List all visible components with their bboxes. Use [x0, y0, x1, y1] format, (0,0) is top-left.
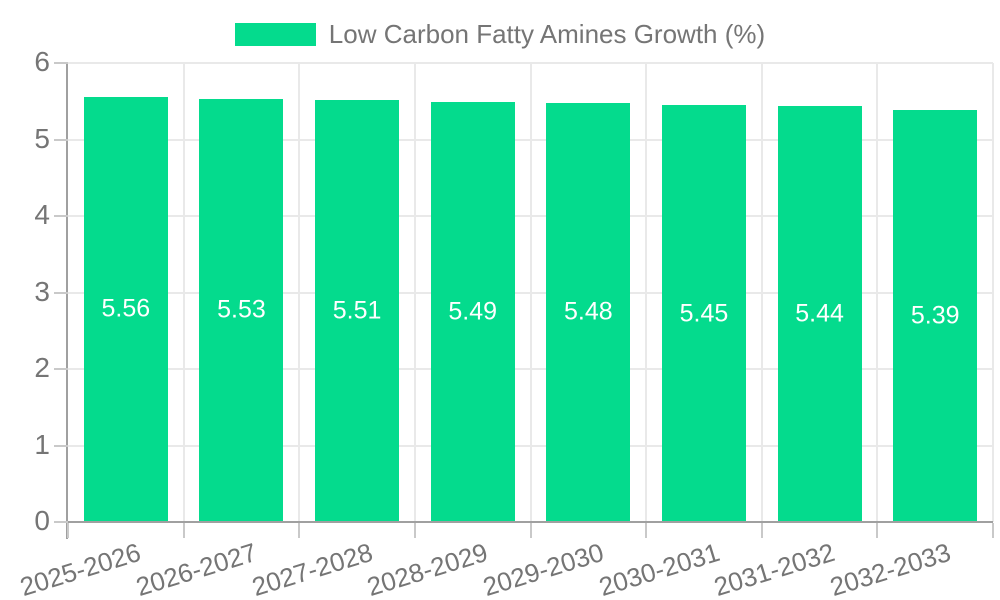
legend-label: Low Carbon Fatty Amines Growth (%) — [328, 19, 766, 49]
x-tick — [67, 523, 69, 538]
bar — [315, 100, 400, 522]
bar-value-label: 5.39 — [910, 301, 960, 330]
x-tick-label: 2026-2027 — [132, 537, 261, 600]
x-tick-label: 2027-2028 — [248, 537, 376, 600]
bar-value-label: 5.44 — [795, 299, 844, 328]
chart-legend: Low Carbon Fatty Amines Growth (%) — [0, 19, 1000, 50]
bar-value-label: 5.48 — [563, 297, 613, 326]
x-gridline — [182, 63, 185, 522]
y-tick-label: 0 — [34, 504, 50, 536]
bar — [893, 109, 978, 522]
x-tick-label: 2032-2033 — [826, 537, 954, 600]
x-tick — [413, 523, 416, 538]
y-tick — [54, 138, 68, 141]
x-tick — [645, 523, 648, 538]
x-tick-label: 2029-2030 — [479, 537, 608, 600]
bar — [199, 98, 284, 522]
plot-area: 5.56 5.53 5.51 5.49 5.48 5.45 5.44 5.39 — [68, 62, 994, 522]
legend-item[interactable]: Low Carbon Fatty Amines Growth (%) — [234, 19, 766, 50]
x-gridline — [298, 63, 301, 522]
x-gridline — [529, 63, 532, 522]
bar — [546, 102, 631, 522]
y-axis-line — [66, 63, 68, 539]
bar — [661, 105, 746, 522]
x-tick-label: 2028-2029 — [363, 537, 492, 600]
bar-value-label: 5.53 — [217, 295, 266, 324]
bar — [430, 102, 515, 522]
bar-value-label: 5.56 — [101, 294, 151, 323]
y-tick-label: 5 — [34, 122, 50, 154]
x-tick — [529, 523, 532, 538]
y-tick — [54, 291, 68, 294]
x-gridline — [876, 63, 879, 522]
y-tick — [54, 521, 68, 523]
x-tick-label: 2025-2026 — [16, 537, 145, 600]
y-tick — [54, 368, 68, 370]
bar-value-label: 5.51 — [332, 296, 382, 325]
y-tick-label: 4 — [34, 198, 50, 230]
y-tick-label: 6 — [34, 45, 50, 77]
bar — [777, 105, 862, 522]
x-gridline — [992, 63, 994, 522]
x-gridline — [645, 63, 648, 522]
y-tick-label: 2 — [34, 351, 50, 383]
x-tick-label: 2030-2031 — [595, 537, 723, 600]
x-tick — [876, 523, 879, 538]
legend-swatch — [234, 23, 316, 46]
x-gridline — [413, 63, 416, 522]
y-tick — [54, 215, 68, 217]
x-tick — [760, 523, 763, 538]
bar-value-label: 5.49 — [448, 297, 498, 326]
x-axis-line — [66, 521, 993, 523]
x-tick — [182, 523, 185, 538]
x-tick-label: 2031-2032 — [710, 537, 839, 600]
y-tick-label: 1 — [34, 428, 50, 460]
y-tick — [54, 62, 68, 64]
x-tick — [992, 523, 994, 538]
y-tick — [54, 444, 68, 447]
x-tick — [298, 523, 301, 538]
y-tick-label: 3 — [34, 275, 50, 307]
bar — [83, 96, 168, 522]
x-gridline — [760, 63, 763, 522]
bar-value-label: 5.45 — [679, 299, 729, 328]
